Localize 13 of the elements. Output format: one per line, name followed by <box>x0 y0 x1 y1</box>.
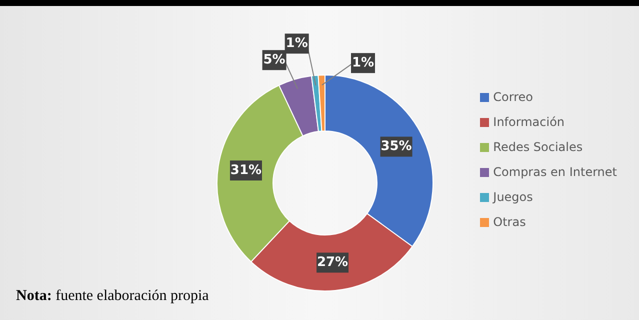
legend-label: Correo <box>493 90 533 104</box>
legend-label: Juegos <box>493 190 533 204</box>
data-label: 35% <box>380 139 412 154</box>
data-label: 1% <box>352 56 374 71</box>
legend-label: Otras <box>493 215 526 229</box>
text: Nota: fuente elaboración propia <box>16 288 209 305</box>
data-label: 27% <box>316 255 348 270</box>
data-label: 5% <box>263 52 286 68</box>
legend-label: Redes Sociales <box>493 140 583 154</box>
legend-label: Compras en Internet <box>493 165 617 179</box>
data-label: 1% <box>286 36 308 52</box>
data-label: 31% <box>230 162 262 178</box>
legend-label: Información <box>493 115 565 129</box>
